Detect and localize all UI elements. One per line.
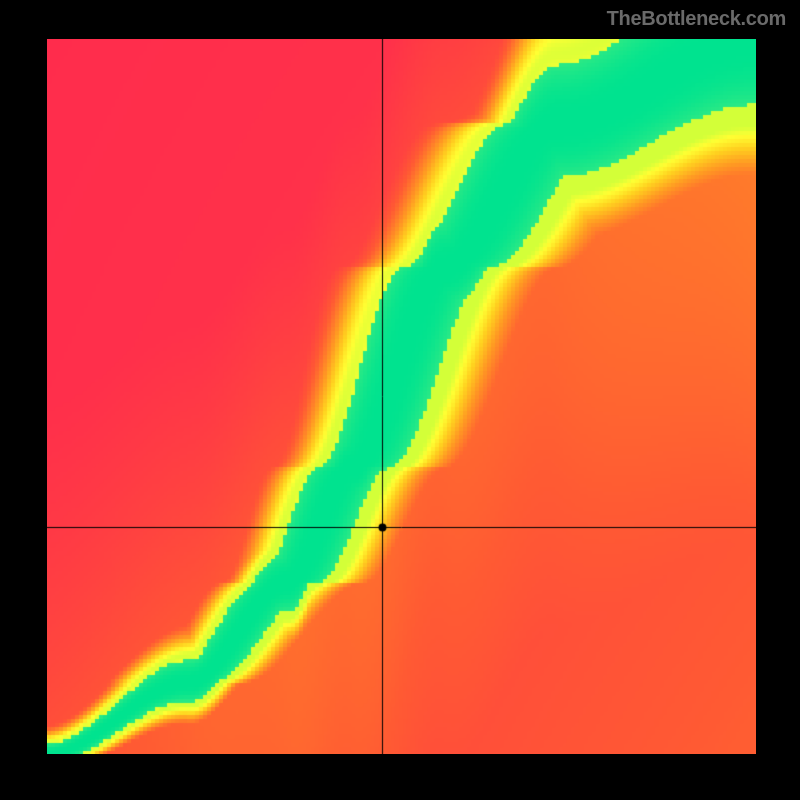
chart-container: TheBottleneck.com <box>0 0 800 800</box>
heatmap-canvas <box>47 39 756 754</box>
heatmap-plot-area <box>47 39 756 754</box>
watermark-text: TheBottleneck.com <box>607 8 786 31</box>
